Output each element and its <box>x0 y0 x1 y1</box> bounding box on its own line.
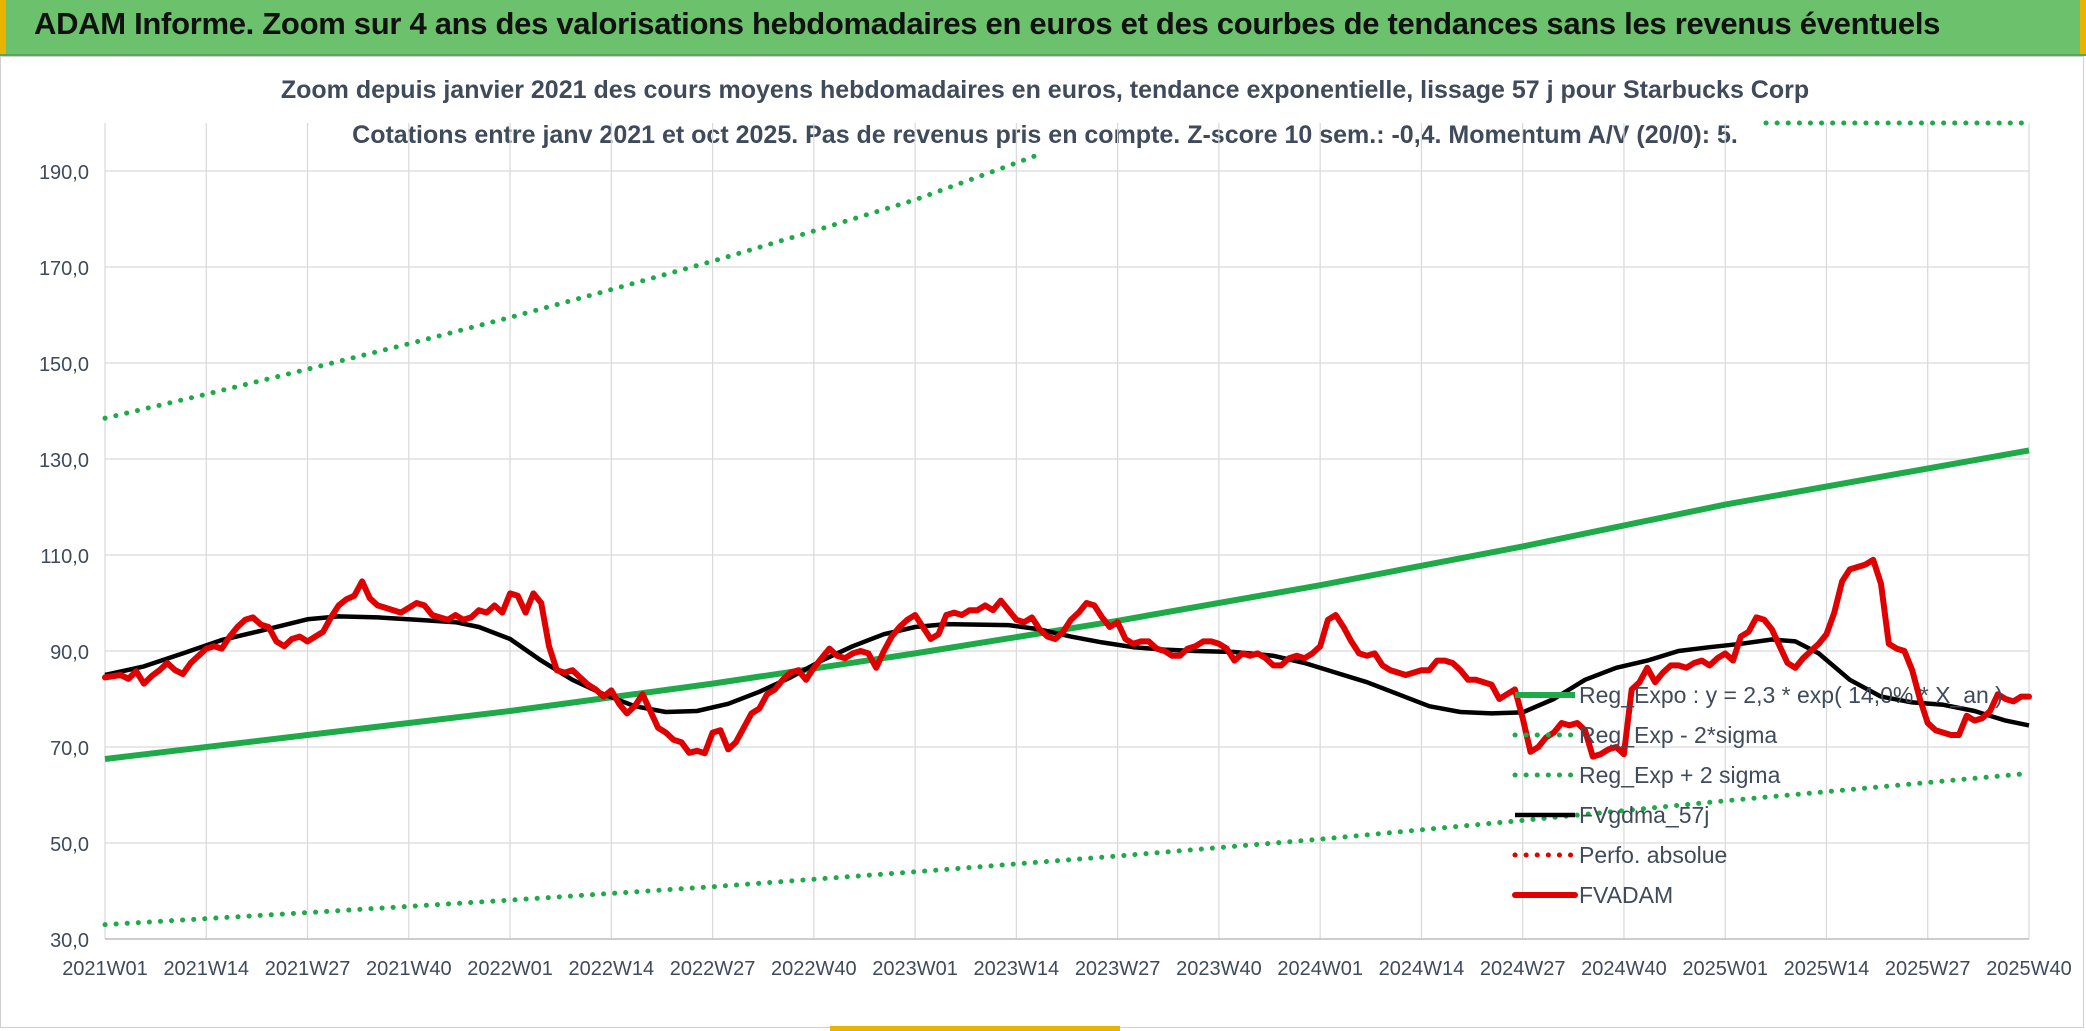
header-accent-right <box>2080 0 2086 54</box>
series-line-reg-expo-y-2-3-exp-14-0-x-an <box>104 447 2030 762</box>
page-title: ADAM Informe. Zoom sur 4 ans des valoris… <box>34 6 1941 41</box>
x-tick-label: 2024W40 <box>1581 958 1667 980</box>
series <box>102 120 2034 928</box>
chart: Zoom depuis janvier 2021 des cours moyen… <box>39 76 2072 980</box>
y-tick-label: 150,0 <box>39 354 89 376</box>
x-tick-label: 2022W01 <box>467 958 553 980</box>
series-line-fvadam <box>102 556 2032 760</box>
header-bar: ADAM Informe. Zoom sur 4 ans des valoris… <box>0 0 2086 56</box>
y-tick-label: 30,0 <box>50 930 89 952</box>
x-tick-label: 2024W01 <box>1277 958 1363 980</box>
header-accent-left <box>0 0 6 54</box>
x-tick-label: 2023W27 <box>1075 958 1161 980</box>
series-line-fvgdma-57j <box>104 614 2030 728</box>
x-tick-label: 2024W27 <box>1480 958 1566 980</box>
legend-label: Reg_Expo : y = 2,3 * exp( 14,0% * X_an ) <box>1579 682 2003 708</box>
x-tick-label: 2023W01 <box>872 958 958 980</box>
x-tick-label: 2024W14 <box>1379 958 1465 980</box>
series-line-reg-exp-2-sigma <box>102 151 1043 421</box>
x-tick-label: 2021W01 <box>62 958 148 980</box>
x-tick-label: 2021W40 <box>366 958 452 980</box>
grid-lines <box>104 123 2030 940</box>
chart-frame: Zoom depuis janvier 2021 des cours moyen… <box>0 56 2084 1028</box>
x-tick-label: 2025W27 <box>1885 958 1971 980</box>
y-tick-label: 110,0 <box>40 546 89 568</box>
y-tick-label: 130,0 <box>39 450 89 472</box>
x-tick-label: 2025W14 <box>1784 958 1870 980</box>
axis-labels: 30,0 50,0 70,0 90,0 110,0 130,0 150,0 170,0 190,… <box>39 162 2072 980</box>
y-tick-label: 50,0 <box>50 834 89 856</box>
legend-label: Perfo. absolue <box>1579 842 1727 868</box>
legend-label: FVADAM <box>1579 882 1673 908</box>
x-tick-label: 2022W27 <box>670 958 756 980</box>
legend: Reg_Expo : y = 2,3 * exp( 14,0% * X_an )… <box>1512 682 2003 908</box>
x-tick-label: 2023W14 <box>974 958 1060 980</box>
chart-subtitle: Cotations entre janv 2021 et oct 2025. P… <box>352 121 1738 149</box>
chart-title: Zoom depuis janvier 2021 des cours moyen… <box>281 76 1809 104</box>
series-line-reg-exp-2-sigma <box>102 770 2032 928</box>
legend-label: FVgdma_57j <box>1579 802 1709 828</box>
y-tick-label: 170,0 <box>39 258 89 280</box>
y-tick-label: 190,0 <box>39 162 89 184</box>
y-tick-label: 90,0 <box>50 642 89 664</box>
x-tick-label: 2021W14 <box>163 958 249 980</box>
x-tick-label: 2022W14 <box>569 958 655 980</box>
y-tick-label: 70,0 <box>50 738 89 760</box>
x-tick-label: 2021W27 <box>265 958 351 980</box>
x-tick-label: 2025W01 <box>1682 958 1768 980</box>
legend-label: Reg_Exp - 2*sigma <box>1579 722 1777 748</box>
x-tick-label: 2023W40 <box>1176 958 1262 980</box>
x-tick-label: 2022W40 <box>771 958 857 980</box>
bottom-accent <box>830 1026 1120 1031</box>
legend-label: Reg_Exp + 2 sigma <box>1579 762 1781 788</box>
x-tick-label: 2025W40 <box>1986 958 2072 980</box>
